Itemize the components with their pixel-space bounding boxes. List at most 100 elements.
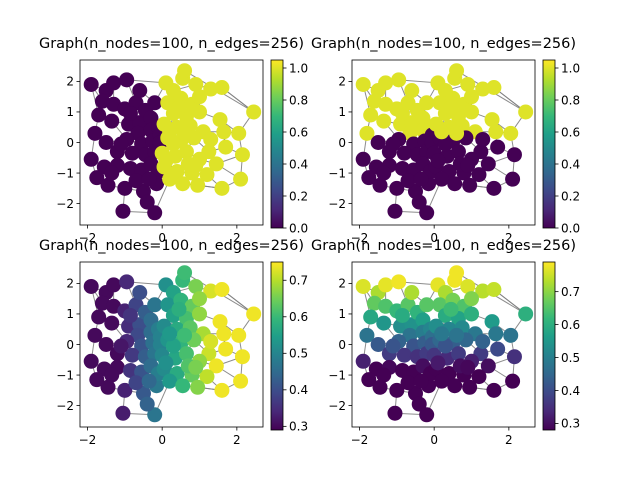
graph-node	[175, 176, 191, 192]
graph-node	[506, 349, 522, 365]
graph-node	[437, 338, 453, 354]
graph-node	[104, 367, 120, 383]
colorbar-gradient	[543, 262, 555, 430]
x-tick-label: 0	[158, 231, 166, 245]
graph-node	[460, 278, 476, 294]
graph-node	[462, 379, 478, 395]
graph-node	[480, 358, 496, 374]
graph-node	[165, 338, 181, 354]
graph-node	[199, 167, 215, 183]
graph-node	[434, 373, 450, 389]
graph-node	[214, 80, 230, 95]
x-tick-label: 0	[430, 433, 438, 447]
graph-node	[177, 327, 193, 343]
graph-node	[192, 306, 208, 322]
graph-node	[188, 157, 204, 173]
graph-node	[488, 124, 504, 140]
colorbar-tick-label: 0.0	[289, 221, 308, 235]
graph-node	[119, 72, 135, 88]
graph-node	[141, 373, 157, 389]
graph-node	[106, 277, 122, 293]
subplot-top-left: −2 0 2 2 1 0 −1 −2 Graph(n_nodes=100, n_edges=25…	[39, 36, 308, 245]
colorbar-tick-label: 0.0	[561, 221, 580, 235]
graph-node	[370, 337, 386, 352]
graph-node	[464, 89, 480, 105]
y-tick-label: 0	[66, 338, 74, 352]
graph-node	[404, 285, 420, 301]
graph-node	[177, 265, 193, 281]
graph-node	[506, 147, 522, 163]
graph-node	[199, 369, 215, 385]
graph-node	[139, 194, 155, 210]
graph-node	[91, 309, 107, 325]
graph-node	[490, 139, 506, 155]
colorbar-tick-label: 0.3	[561, 417, 580, 431]
colorbar-tick-label: 0.4	[289, 383, 308, 397]
colorbar-tick-label: 1.0	[289, 61, 308, 75]
graph-node	[177, 125, 193, 141]
colorbar-tick-label: 0.6	[561, 125, 580, 139]
x-tick-label: −2	[79, 231, 97, 245]
graph-node	[361, 170, 377, 186]
colorbar-tick-label: 0.4	[289, 157, 308, 171]
y-tick-label: 2	[66, 75, 74, 89]
graph-node	[490, 341, 506, 357]
graph-node	[117, 382, 133, 398]
graph-node	[117, 180, 133, 196]
graph-node	[394, 307, 410, 323]
y-tick-label: −1	[56, 166, 74, 180]
graph-node	[449, 125, 465, 141]
graph-node	[484, 112, 500, 128]
colorbar-tick-label: 0.6	[561, 318, 580, 332]
graph-node	[147, 205, 163, 221]
graph-node	[246, 104, 262, 120]
graph-node	[87, 327, 103, 343]
graph-node	[419, 297, 435, 313]
graph-node	[178, 346, 194, 362]
y-tick-label: 0	[338, 136, 346, 150]
graph-node	[212, 314, 228, 330]
colorbar-frame	[270, 59, 284, 229]
graph-node	[464, 306, 480, 322]
y-tick-label: 1	[338, 105, 346, 119]
node-layer	[355, 63, 534, 221]
graph-node	[480, 156, 496, 172]
graph-node	[214, 382, 230, 398]
x-tick-label: 2	[505, 433, 513, 447]
graph-node	[376, 113, 392, 129]
graph-node	[214, 180, 230, 196]
graph-node	[113, 136, 129, 152]
graph-node	[378, 75, 394, 91]
graph-node	[106, 298, 122, 314]
graph-node	[124, 145, 140, 161]
graph-node	[430, 355, 446, 371]
graph-node	[192, 291, 208, 307]
graph-node	[132, 83, 148, 99]
graph-node	[188, 76, 204, 92]
graph-node	[83, 278, 99, 294]
graph-node	[233, 171, 249, 187]
graph-node	[89, 170, 105, 186]
graph-node	[449, 265, 465, 281]
graph-node	[460, 157, 476, 173]
graph-node	[404, 83, 420, 99]
graph-node	[177, 63, 193, 79]
y-tick-label: 2	[338, 277, 346, 291]
graph-node	[460, 76, 476, 92]
x-tick-label: 0	[430, 231, 438, 245]
graph-node	[355, 353, 371, 369]
graph-node	[115, 405, 131, 421]
graph-node	[208, 156, 224, 172]
subplot-title: Graph(n_nodes=100, n_edges=256)	[39, 238, 304, 254]
graph-node	[162, 171, 178, 187]
graph-node	[171, 301, 187, 317]
y-tick-label: −2	[328, 399, 346, 413]
graph-node	[486, 80, 502, 95]
graph-node	[484, 314, 500, 330]
graph-node	[434, 124, 450, 140]
graph-node	[385, 338, 401, 354]
graph-node	[355, 151, 371, 167]
x-tick-label: 0	[158, 433, 166, 447]
graph-node	[443, 301, 459, 317]
graph-node	[106, 75, 122, 91]
